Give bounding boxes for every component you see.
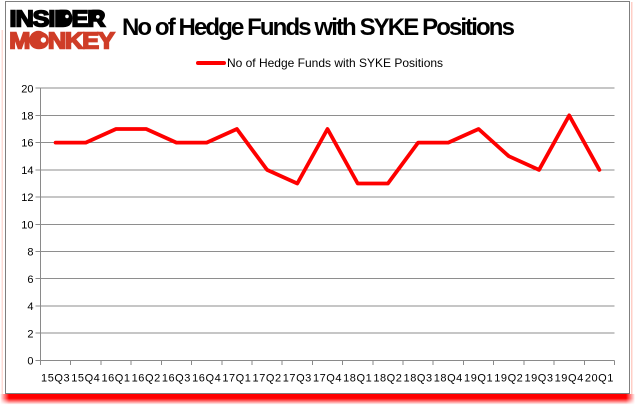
svg-text:18Q4: 18Q4 [434, 373, 463, 385]
svg-text:8: 8 [27, 247, 33, 259]
svg-text:14: 14 [21, 165, 33, 177]
svg-text:18Q2: 18Q2 [373, 373, 402, 385]
svg-text:15Q4: 15Q4 [71, 373, 100, 385]
svg-text:16: 16 [21, 138, 33, 150]
svg-text:16Q3: 16Q3 [162, 373, 191, 385]
svg-text:18Q3: 18Q3 [404, 373, 433, 385]
svg-text:17Q1: 17Q1 [222, 373, 251, 385]
svg-text:18: 18 [21, 111, 33, 123]
svg-text:15Q3: 15Q3 [41, 373, 70, 385]
svg-text:16Q2: 16Q2 [132, 373, 161, 385]
svg-text:2: 2 [27, 328, 33, 340]
svg-text:18Q1: 18Q1 [343, 373, 372, 385]
svg-text:10: 10 [21, 219, 33, 231]
svg-text:12: 12 [21, 192, 33, 204]
svg-text:6: 6 [27, 274, 33, 286]
svg-text:19Q4: 19Q4 [555, 373, 584, 385]
svg-text:16Q4: 16Q4 [192, 373, 221, 385]
svg-text:20: 20 [21, 83, 33, 95]
svg-text:4: 4 [27, 301, 33, 313]
svg-text:19Q2: 19Q2 [494, 373, 523, 385]
svg-text:17Q4: 17Q4 [313, 373, 342, 385]
svg-text:16Q1: 16Q1 [101, 373, 130, 385]
svg-text:19Q1: 19Q1 [464, 373, 493, 385]
svg-text:19Q3: 19Q3 [524, 373, 553, 385]
svg-text:0: 0 [27, 356, 33, 368]
svg-text:17Q2: 17Q2 [253, 373, 282, 385]
svg-text:MONKEY: MONKEY [9, 27, 114, 53]
svg-text:20Q1: 20Q1 [585, 373, 614, 385]
svg-text:17Q3: 17Q3 [283, 373, 312, 385]
